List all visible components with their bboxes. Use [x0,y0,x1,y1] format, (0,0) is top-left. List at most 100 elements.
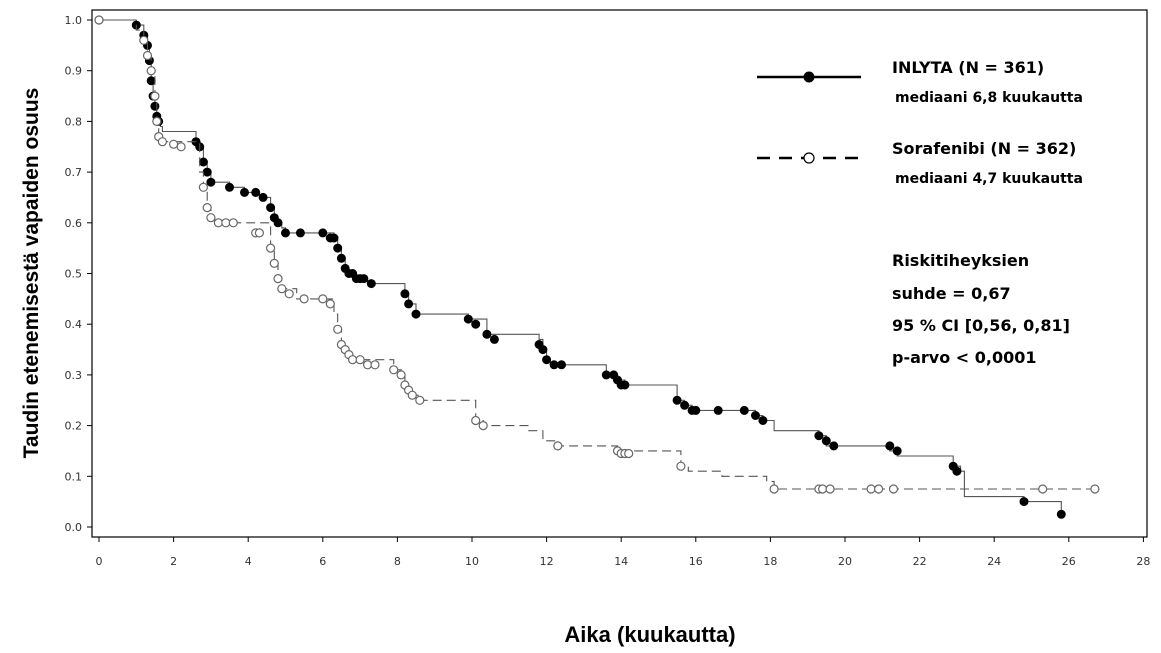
censor-point-inlyta [751,411,760,420]
censor-point-sorafenibi [1090,484,1100,494]
legend-label-inlyta: INLYTA (N = 361) [892,58,1044,77]
censor-point-inlyta [295,228,305,238]
annotation-line-2: suhde = 0,67 [892,284,1011,303]
y-axis-title: Taudin etenemisestä vapaiden osuus [20,88,43,459]
censor-point-sorafenibi [169,139,179,149]
legend-marker-inlyta [803,71,815,83]
censor-point-sorafenibi [873,484,884,494]
censor-point-inlyta [150,101,160,111]
censor-point-sorafenibi [1038,484,1048,494]
legend-sublabel-sorafenibi: mediaani 4,7 kuukautta [895,171,1083,187]
censor-point-sorafenibi [389,365,399,375]
censor-point-sorafenibi [817,484,828,494]
x-tick-label: 4 [245,555,252,568]
legend-entry-inlyta: INLYTA (N = 361) mediaani 6,8 kuukautta [757,58,1083,106]
censor-point-inlyta [620,380,630,390]
y-tick-label: 0.4 [65,318,83,331]
legend-label-sorafenibi: Sorafenibi (N = 362) [892,139,1076,158]
censor-point-inlyta [885,441,895,451]
censor-point-inlyta [329,233,339,243]
censor-point-inlyta [251,187,261,197]
censor-point-inlyta [400,289,410,299]
censor-point-sorafenibi [142,50,153,61]
censor-point-inlyta [281,228,290,238]
censor-point-sorafenibi [396,370,406,380]
censor-point-sorafenibi [152,116,162,127]
x-tick-label: 14 [614,555,628,568]
censor-point-sorafenibi [325,299,335,309]
censor-point-sorafenibi [254,228,264,238]
x-tick-label: 18 [763,555,777,568]
legend: INLYTA (N = 361) mediaani 6,8 kuukautta … [757,58,1083,187]
censor-point-sorafenibi [206,213,216,223]
censor-point-inlyta [273,218,283,228]
legend-marker-sorafenibi [803,152,815,164]
censor-point-sorafenibi [866,484,876,494]
censor-point-sorafenibi [139,35,149,45]
y-tick-label: 1.0 [65,14,83,27]
x-tick-label: 6 [319,555,326,568]
x-tick-label: 0 [96,555,103,568]
y-tick-label: 0.3 [65,369,83,382]
censor-point-inlyta [672,395,682,405]
censor-point-sorafenibi [94,15,104,25]
censor-point-inlyta [240,187,249,197]
censor-point-inlyta [758,416,768,425]
annotation-line-3: 95 % CI [0,56, 0,81] [892,316,1070,335]
censor-point-inlyta [482,329,492,339]
y-tick-label: 0.5 [65,268,83,281]
censor-point-sorafenibi [269,258,279,268]
y-tick-label: 0.9 [65,65,83,78]
censor-point-sorafenibi [478,421,488,431]
censor-point-sorafenibi [318,294,328,304]
censor-point-inlyta [739,405,749,415]
censor-point-inlyta [411,309,421,319]
censor-point-inlyta [206,177,216,187]
x-tick-label: 22 [913,555,927,568]
x-tick-label: 24 [987,555,1001,568]
censor-point-inlyta [1056,509,1066,519]
censor-point-inlyta [318,228,328,238]
censor-point-sorafenibi [176,142,186,152]
censor-point-sorafenibi [266,243,276,253]
censor-point-inlyta [829,441,839,451]
y-tick-label: 0.7 [65,166,83,179]
censor-point-sorafenibi [624,448,634,459]
censor-point-sorafenibi [299,294,309,304]
censor-point-inlyta [691,405,701,415]
censor-point-sorafenibi [355,355,365,365]
y-tick-label: 0.0 [65,521,83,534]
censor-point-inlyta [471,319,481,329]
censor-point-inlyta [366,279,376,289]
censor-point-sorafenibi [370,360,380,370]
censor-point-inlyta [892,446,902,456]
censor-point-inlyta [952,466,962,476]
x-tick-label: 20 [838,555,852,568]
censor-point-inlyta [333,243,343,253]
censor-point-sorafenibi [825,484,835,494]
censor-point-sorafenibi [213,218,223,228]
censor-point-inlyta [821,436,831,446]
censor-point-sorafenibi [273,274,283,284]
censor-point-inlyta [557,360,566,370]
censor-point-inlyta [601,370,611,380]
censor-point-sorafenibi [415,395,425,405]
censor-point-sorafenibi [407,390,417,400]
censor-point-inlyta [814,431,824,441]
x-tick-label: 28 [1136,555,1150,568]
censor-point-inlyta [146,76,156,86]
censor-point-inlyta [1019,497,1029,507]
hazard-ratio-annotation: Riskitiheyksien suhde = 0,67 95 % CI [0,… [892,251,1070,367]
x-tick-label: 10 [465,555,479,568]
censor-point-inlyta [489,334,499,344]
censor-point-inlyta [549,360,559,370]
legend-entry-sorafenibi: Sorafenibi (N = 362) mediaani 4,7 kuukau… [757,139,1083,187]
y-tick-label: 0.1 [65,470,83,483]
censor-point-sorafenibi [553,441,563,451]
censor-point-inlyta [225,182,234,192]
y-tick-label: 0.2 [65,420,83,433]
y-tick-label: 0.8 [65,115,83,128]
censor-point-sorafenibi [277,284,287,294]
x-tick-label: 2 [170,555,177,568]
